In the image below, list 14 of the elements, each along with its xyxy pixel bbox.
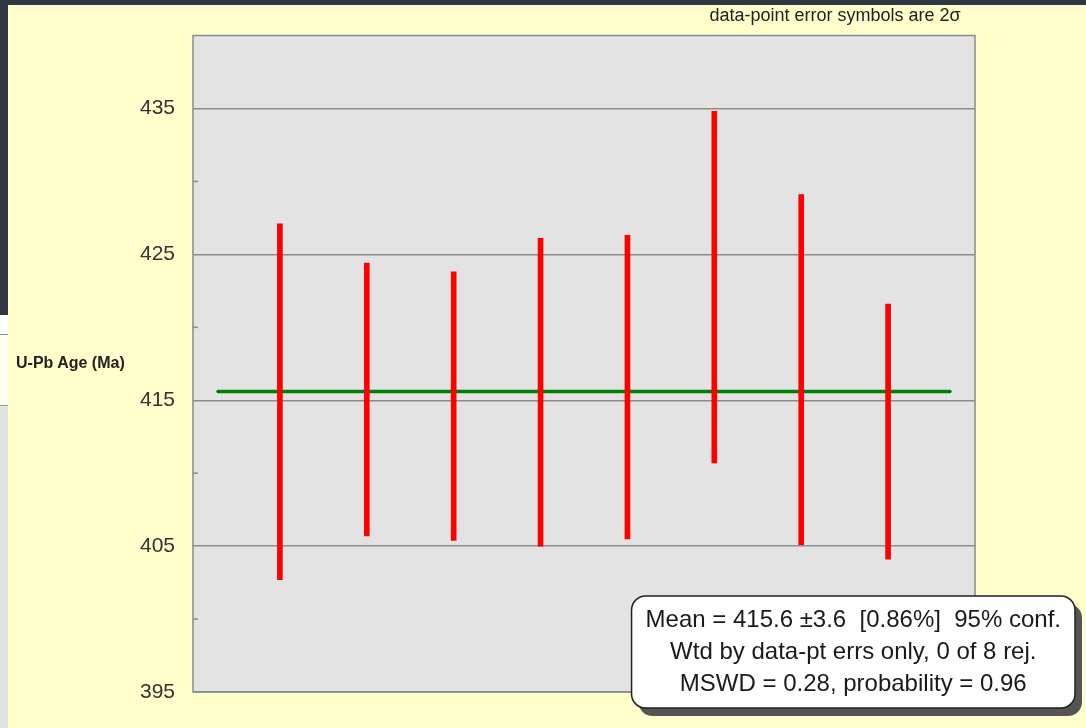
y-tick-label: 415 (139, 387, 175, 411)
annotation: Mean = 415.6 ±3.6 [0.86%] 95% conf. (645, 604, 1062, 632)
y-tick-label: 425 (139, 241, 175, 265)
text: data-point error symbols are 2σ (709, 4, 961, 25)
bar (277, 223, 283, 581)
bar (798, 194, 805, 546)
annotation: Wtd by data-pt errs only, 0 of 8 rej. (670, 636, 1037, 664)
y-axis-title: U-Pb Age (Ma) (16, 354, 125, 372)
bar (363, 262, 370, 537)
annotation: MSWD = 0.28, probability = 0.96 (679, 668, 1027, 696)
y-tick-label: 395 (139, 678, 175, 702)
y-tick-label: 435 (139, 95, 175, 119)
bar (885, 303, 891, 560)
y-tick-label: 405 (139, 532, 175, 556)
